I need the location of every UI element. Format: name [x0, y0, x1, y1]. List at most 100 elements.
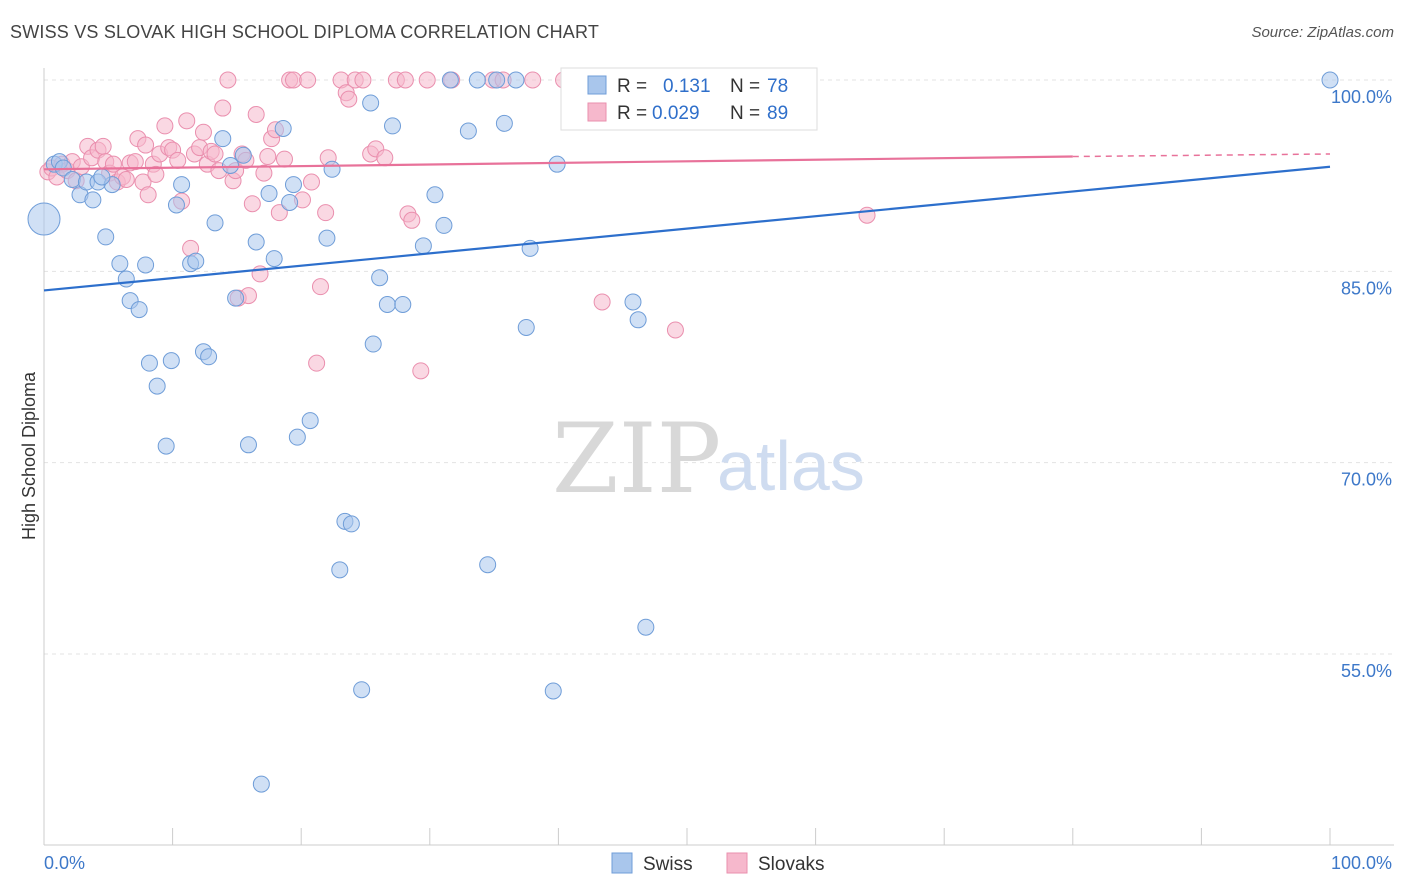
- legend-swiss-n-value: 78: [767, 76, 788, 97]
- swiss-point: [331, 561, 349, 579]
- slovak-trend-extension: [1072, 153, 1331, 158]
- slovak-point: [214, 99, 232, 117]
- swiss-point: [1321, 71, 1339, 89]
- slovak-point: [255, 164, 273, 182]
- slovak-point: [308, 354, 326, 372]
- swiss-point: [371, 269, 389, 287]
- slovak-point: [126, 153, 144, 171]
- slovak-point: [299, 71, 317, 89]
- swiss-point: [479, 556, 497, 574]
- legend-slovak-r-label: R =: [617, 103, 647, 124]
- x-tick-label-min: 0.0%: [44, 853, 85, 873]
- slovak-point: [156, 117, 174, 135]
- source-credit: Source: ZipAtlas.com: [1251, 24, 1394, 41]
- slovak-point: [524, 71, 542, 89]
- slovak-point: [178, 112, 196, 130]
- swiss-point: [214, 130, 232, 148]
- swiss-trend-line: [43, 165, 1331, 292]
- slovak-point: [302, 173, 320, 191]
- chart-title: SWISS VS SLOVAK HIGH SCHOOL DIPLOMA CORR…: [10, 22, 600, 42]
- swiss-point: [488, 71, 506, 89]
- watermark-atlas: atlas: [717, 427, 865, 505]
- watermark: ZIP atlas: [552, 403, 865, 515]
- slovak-point: [206, 145, 224, 163]
- slovak-point: [418, 71, 436, 89]
- swiss-point: [206, 214, 224, 232]
- swiss-point: [63, 170, 81, 188]
- correlation-legend: R = 0.131 N = 78 R = 0.029 N = 89: [560, 67, 818, 131]
- swiss-point: [548, 155, 566, 173]
- slovak-point: [412, 362, 430, 380]
- y-tick-label: 70.0%: [1341, 470, 1392, 490]
- y-tick-label: 100.0%: [1331, 87, 1392, 107]
- swiss-point: [364, 335, 382, 353]
- legend-slovak-r-value: 0.029: [652, 103, 700, 124]
- slovak-point: [137, 136, 155, 154]
- bottom-legend-swatch-swiss: [611, 852, 633, 874]
- swiss-point: [384, 117, 402, 135]
- swiss-point: [353, 681, 371, 699]
- swiss-point: [137, 256, 155, 274]
- bottom-legend-swatch-slovak: [726, 852, 748, 874]
- swiss-point: [97, 228, 115, 246]
- y-tick-label: 55.0%: [1341, 661, 1392, 681]
- swiss-point: [468, 71, 486, 89]
- swiss-point: [200, 348, 218, 366]
- swiss-point: [187, 252, 205, 270]
- swiss-point: [27, 202, 61, 236]
- swiss-point: [629, 311, 647, 329]
- axes: [43, 68, 1394, 846]
- legend-slovak-n-label: N =: [730, 103, 760, 124]
- slovak-point: [858, 206, 876, 224]
- slovak-point: [219, 71, 237, 89]
- legend-swiss-n-label: N =: [730, 76, 760, 97]
- slovak-point: [396, 71, 414, 89]
- slovak-point: [376, 149, 394, 167]
- swiss-point: [544, 682, 562, 700]
- slovak-point: [259, 148, 277, 166]
- slovak-point: [284, 71, 302, 89]
- swiss-point: [265, 250, 283, 268]
- swiss-point: [435, 216, 453, 234]
- series-legend: Swiss Slovaks: [611, 852, 825, 875]
- swiss-point: [173, 176, 191, 194]
- legend-swatch-slovak: [587, 102, 607, 122]
- swiss-point: [301, 412, 319, 430]
- swiss-point: [288, 428, 306, 446]
- swiss-point: [93, 168, 111, 186]
- swiss-point: [342, 515, 360, 533]
- swiss-point: [284, 176, 302, 194]
- swiss-point: [157, 437, 175, 455]
- slovak-point: [169, 151, 187, 169]
- legend-swiss-r-label: R =: [617, 76, 647, 97]
- swiss-point: [507, 71, 525, 89]
- bottom-legend-swiss: Swiss: [643, 854, 693, 875]
- swiss-point: [234, 146, 252, 164]
- slovak-point: [247, 105, 265, 123]
- bottom-legend-slovak: Slovaks: [758, 854, 825, 875]
- swiss-point: [148, 377, 166, 395]
- swiss-point: [637, 618, 655, 636]
- swiss-point: [414, 237, 432, 255]
- slovak-point: [94, 137, 112, 155]
- slovak-point: [354, 71, 372, 89]
- legend-swiss-r-value: 0.131: [663, 76, 711, 97]
- swiss-point: [221, 156, 239, 174]
- slovak-point: [147, 165, 165, 183]
- slovak-point: [117, 170, 135, 188]
- swiss-point: [239, 436, 257, 454]
- swiss-point: [260, 185, 278, 203]
- swiss-point: [624, 293, 642, 311]
- watermark-zip: ZIP: [552, 403, 721, 515]
- y-axis-label: High School Diploma: [19, 371, 39, 540]
- swiss-point: [247, 233, 265, 251]
- swiss-point: [274, 119, 292, 137]
- legend-slovak-n-value: 89: [767, 103, 788, 124]
- swiss-point: [117, 270, 135, 288]
- x-tick-label-max: 100.0%: [1331, 853, 1392, 873]
- swiss-point: [362, 94, 380, 112]
- slovak-point: [666, 321, 684, 339]
- trend-lines: [43, 153, 1331, 292]
- slovak-point: [270, 204, 288, 222]
